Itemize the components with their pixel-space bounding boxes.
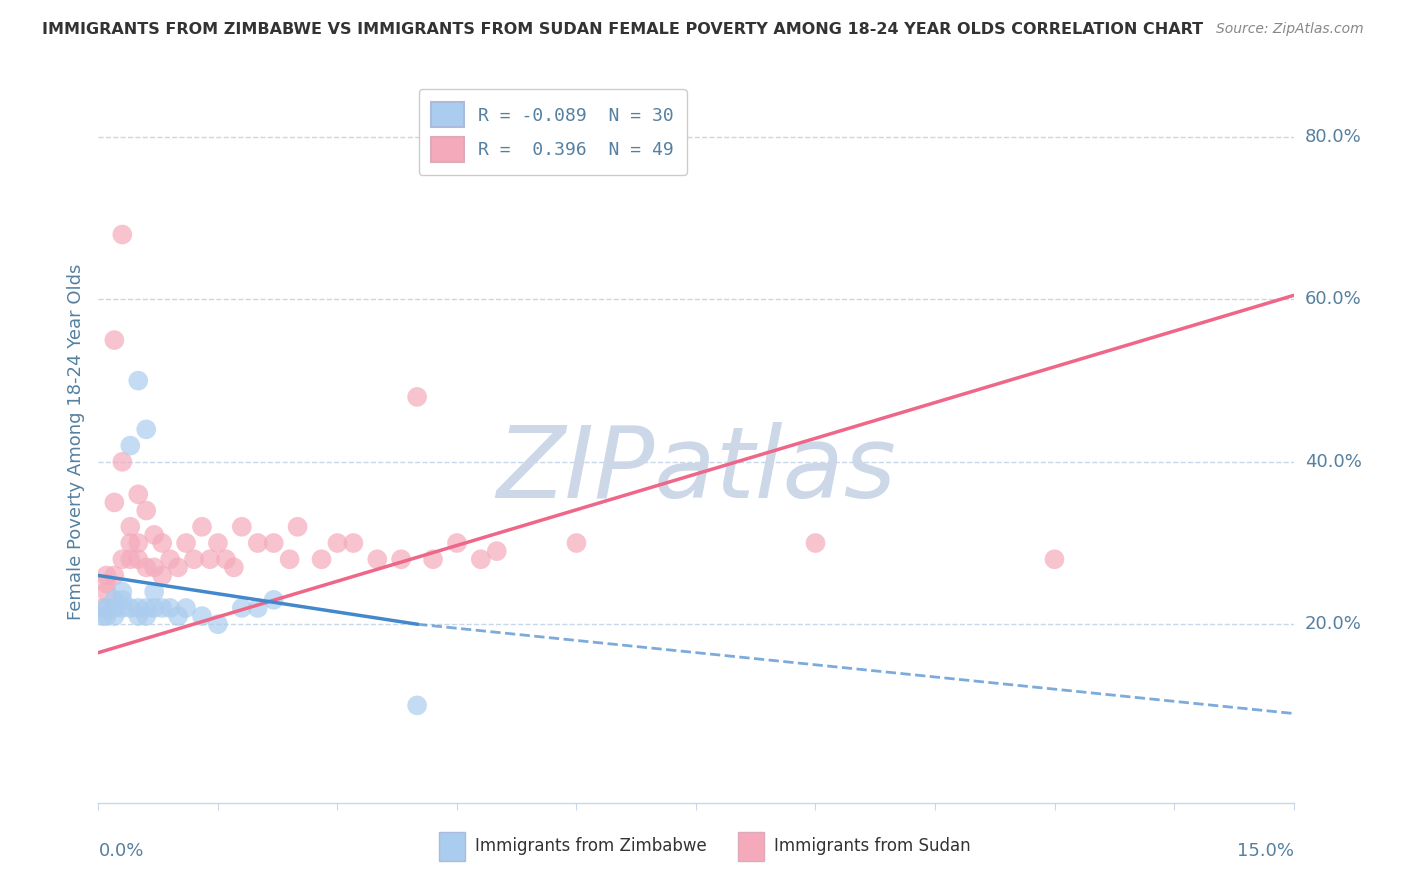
Point <box>111 592 134 607</box>
Point <box>103 495 125 509</box>
Point <box>127 552 149 566</box>
Point <box>246 601 269 615</box>
FancyBboxPatch shape <box>439 831 465 861</box>
Point <box>143 528 166 542</box>
Point <box>91 601 114 615</box>
Point <box>406 390 429 404</box>
Point <box>159 552 181 566</box>
Point <box>96 584 118 599</box>
Point <box>278 552 301 566</box>
Point <box>326 536 349 550</box>
Point <box>143 560 166 574</box>
Point <box>127 601 149 615</box>
Point <box>231 601 253 615</box>
Text: Immigrants from Zimbabwe: Immigrants from Zimbabwe <box>475 838 707 855</box>
Point <box>96 601 118 615</box>
Point <box>103 601 125 615</box>
Point <box>470 552 492 566</box>
Point <box>159 601 181 615</box>
Point <box>207 617 229 632</box>
Point <box>215 552 238 566</box>
Point <box>120 520 142 534</box>
Text: 15.0%: 15.0% <box>1236 842 1294 860</box>
Point <box>222 560 245 574</box>
Point <box>135 609 157 624</box>
Point <box>1043 552 1066 566</box>
Text: IMMIGRANTS FROM ZIMBABWE VS IMMIGRANTS FROM SUDAN FEMALE POVERTY AMONG 18-24 YEA: IMMIGRANTS FROM ZIMBABWE VS IMMIGRANTS F… <box>42 22 1204 37</box>
Point <box>111 601 134 615</box>
Point <box>150 536 173 550</box>
Text: Immigrants from Sudan: Immigrants from Sudan <box>773 838 970 855</box>
Point <box>135 422 157 436</box>
Point <box>150 568 173 582</box>
Text: Source: ZipAtlas.com: Source: ZipAtlas.com <box>1216 22 1364 37</box>
Point <box>96 609 118 624</box>
Point <box>207 536 229 550</box>
Point <box>103 333 125 347</box>
Point <box>143 584 166 599</box>
Point <box>111 227 134 242</box>
Point <box>120 536 142 550</box>
Point <box>198 552 221 566</box>
Point <box>446 536 468 550</box>
Point <box>231 520 253 534</box>
Point <box>135 503 157 517</box>
Point <box>167 609 190 624</box>
Legend: R = -0.089  N = 30, R =  0.396  N = 49: R = -0.089 N = 30, R = 0.396 N = 49 <box>419 89 686 175</box>
Point <box>127 609 149 624</box>
Point <box>120 552 142 566</box>
Point <box>103 609 125 624</box>
Point <box>263 536 285 550</box>
Point <box>183 552 205 566</box>
Point <box>389 552 412 566</box>
Point <box>174 536 197 550</box>
Point <box>120 601 142 615</box>
Point <box>127 374 149 388</box>
Point <box>91 609 114 624</box>
Text: 0.0%: 0.0% <box>98 842 143 860</box>
Point <box>263 592 285 607</box>
Point <box>422 552 444 566</box>
Point <box>485 544 508 558</box>
Point <box>96 601 118 615</box>
Text: 80.0%: 80.0% <box>1305 128 1361 146</box>
Point <box>804 536 827 550</box>
Point <box>120 439 142 453</box>
Point <box>311 552 333 566</box>
Point <box>150 601 173 615</box>
Point <box>111 552 134 566</box>
Point <box>167 560 190 574</box>
Point <box>143 601 166 615</box>
Point <box>246 536 269 550</box>
Text: 60.0%: 60.0% <box>1305 291 1361 309</box>
Point <box>96 576 118 591</box>
Point <box>342 536 364 550</box>
Point <box>111 455 134 469</box>
FancyBboxPatch shape <box>738 831 763 861</box>
Point <box>135 560 157 574</box>
Point <box>191 520 214 534</box>
Point <box>135 601 157 615</box>
Point <box>287 520 309 534</box>
Point <box>103 592 125 607</box>
Y-axis label: Female Poverty Among 18-24 Year Olds: Female Poverty Among 18-24 Year Olds <box>66 263 84 620</box>
Text: 20.0%: 20.0% <box>1305 615 1361 633</box>
Point <box>406 698 429 713</box>
Point <box>127 536 149 550</box>
Point <box>565 536 588 550</box>
Text: ZIPatlas: ZIPatlas <box>496 422 896 519</box>
Text: 40.0%: 40.0% <box>1305 453 1361 471</box>
Point <box>174 601 197 615</box>
Point <box>366 552 388 566</box>
Point <box>111 584 134 599</box>
Point <box>127 487 149 501</box>
Point <box>96 568 118 582</box>
Point <box>191 609 214 624</box>
Point <box>103 568 125 582</box>
